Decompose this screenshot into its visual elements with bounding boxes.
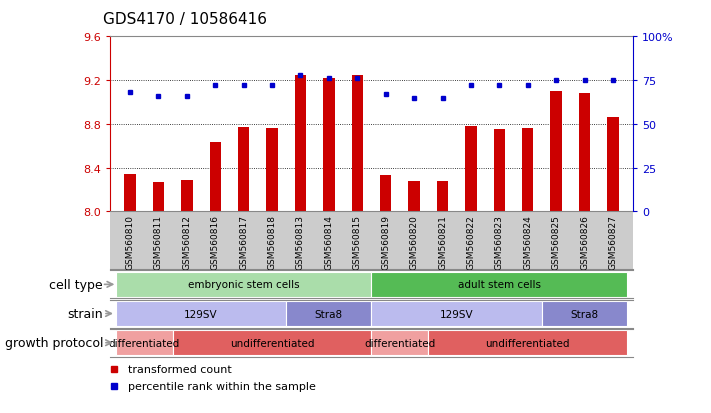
Bar [408, 181, 419, 212]
Bar [181, 180, 193, 212]
Bar [324, 78, 335, 212]
Text: cell type: cell type [50, 278, 103, 291]
Bar [428, 330, 627, 356]
Bar [116, 330, 173, 356]
Text: GSM560817: GSM560817 [239, 215, 248, 270]
Bar [153, 183, 164, 212]
Text: GSM560823: GSM560823 [495, 215, 504, 270]
Text: GSM560816: GSM560816 [210, 215, 220, 270]
Bar [116, 272, 371, 297]
Bar [607, 118, 619, 212]
Text: differentiated: differentiated [364, 338, 436, 348]
Text: 129SV: 129SV [440, 309, 474, 319]
Bar [295, 76, 306, 212]
Bar [493, 130, 505, 212]
Text: adult stem cells: adult stem cells [458, 280, 541, 290]
Bar [465, 127, 476, 212]
Text: GSM560813: GSM560813 [296, 215, 305, 270]
Text: 129SV: 129SV [184, 309, 218, 319]
Bar [371, 272, 627, 297]
Text: GSM560814: GSM560814 [324, 215, 333, 270]
Bar [371, 330, 428, 356]
Bar [380, 176, 391, 212]
Text: GSM560811: GSM560811 [154, 215, 163, 270]
Text: GSM560815: GSM560815 [353, 215, 362, 270]
Text: strain: strain [68, 307, 103, 320]
Bar [287, 301, 372, 326]
Text: GSM560825: GSM560825 [552, 215, 560, 270]
Text: undifferentiated: undifferentiated [486, 338, 570, 348]
Text: GSM560818: GSM560818 [267, 215, 277, 270]
Bar [267, 129, 278, 212]
Bar [579, 94, 590, 212]
Text: GSM560820: GSM560820 [410, 215, 419, 270]
Text: percentile rank within the sample: percentile rank within the sample [128, 381, 316, 391]
Bar [550, 92, 562, 212]
Text: GSM560810: GSM560810 [126, 215, 134, 270]
Bar [116, 301, 287, 326]
Text: Stra8: Stra8 [315, 309, 343, 319]
Text: GSM560812: GSM560812 [183, 215, 191, 270]
Text: undifferentiated: undifferentiated [230, 338, 314, 348]
Bar [352, 76, 363, 212]
Text: GSM560819: GSM560819 [381, 215, 390, 270]
Text: growth protocol: growth protocol [4, 337, 103, 349]
Text: differentiated: differentiated [109, 338, 180, 348]
Bar [210, 143, 221, 212]
Text: GSM560827: GSM560827 [609, 215, 617, 270]
Bar [371, 301, 542, 326]
Text: transformed count: transformed count [128, 364, 232, 374]
Text: GSM560824: GSM560824 [523, 215, 533, 269]
Bar [437, 181, 448, 212]
Bar [522, 129, 533, 212]
Bar [238, 128, 250, 212]
Text: Stra8: Stra8 [570, 309, 599, 319]
Bar [173, 330, 372, 356]
Text: GSM560821: GSM560821 [438, 215, 447, 270]
Bar [124, 175, 136, 212]
Text: GSM560826: GSM560826 [580, 215, 589, 270]
Bar [542, 301, 627, 326]
Text: GSM560822: GSM560822 [466, 215, 476, 269]
Text: embryonic stem cells: embryonic stem cells [188, 280, 299, 290]
Text: GDS4170 / 10586416: GDS4170 / 10586416 [103, 12, 267, 27]
